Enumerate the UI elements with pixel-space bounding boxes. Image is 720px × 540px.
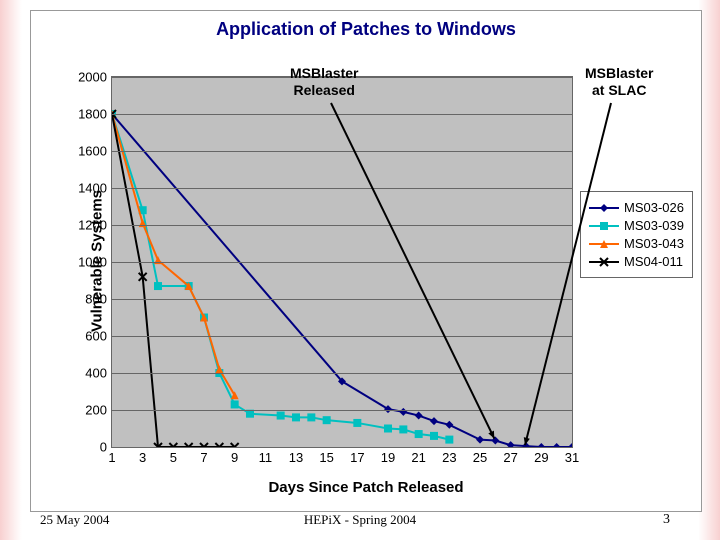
- x-tick: 13: [289, 447, 303, 465]
- footer-date: 25 May 2004: [40, 512, 109, 528]
- x-tick: 29: [534, 447, 548, 465]
- x-tick: 17: [350, 447, 364, 465]
- y-tick: 800: [85, 292, 112, 307]
- y-tick: 400: [85, 366, 112, 381]
- y-tick: 1400: [78, 181, 112, 196]
- annotation-slac: MSBlaster at SLAC: [585, 65, 653, 99]
- x-tick: 7: [200, 447, 207, 465]
- footer-page: 3: [663, 512, 670, 528]
- x-tick: 21: [411, 447, 425, 465]
- legend-label: MS03-026: [624, 200, 684, 215]
- legend-label: MS04-011: [624, 254, 683, 269]
- chart-title: Application of Patches to Windows: [31, 19, 701, 40]
- x-tick: 5: [170, 447, 177, 465]
- x-tick: 23: [442, 447, 456, 465]
- legend-item: MS03-026: [589, 200, 684, 215]
- y-tick: 600: [85, 329, 112, 344]
- annotation-released: MSBlaster Released: [290, 65, 358, 99]
- y-tick: 1200: [78, 218, 112, 233]
- legend-label: MS03-043: [624, 236, 684, 251]
- x-tick: 25: [473, 447, 487, 465]
- x-tick: 19: [381, 447, 395, 465]
- legend-item: MS03-039: [589, 218, 684, 233]
- y-tick: 1000: [78, 255, 112, 270]
- legend: MS03-026 MS03-039 MS03-043 MS04-011: [580, 191, 693, 278]
- x-tick: 27: [503, 447, 517, 465]
- x-tick: 11: [259, 447, 273, 465]
- y-tick: 1800: [78, 107, 112, 122]
- x-axis-label: Days Since Patch Released: [268, 479, 463, 496]
- x-tick: 3: [139, 447, 146, 465]
- x-tick: 9: [231, 447, 238, 465]
- y-tick: 2000: [78, 70, 112, 85]
- legend-label: MS03-039: [624, 218, 684, 233]
- plot-area: 0200400600800100012001400160018002000135…: [111, 76, 573, 448]
- footer-event: HEPiX - Spring 2004: [304, 512, 416, 528]
- x-tick: 15: [319, 447, 333, 465]
- x-tick: 1: [108, 447, 115, 465]
- legend-item: MS03-043: [589, 236, 684, 251]
- legend-item: MS04-011: [589, 254, 684, 269]
- y-tick: 200: [85, 403, 112, 418]
- x-tick: 31: [565, 447, 579, 465]
- y-tick: 1600: [78, 144, 112, 159]
